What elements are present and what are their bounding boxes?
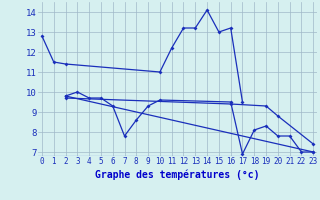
- X-axis label: Graphe des températures (°c): Graphe des températures (°c): [95, 169, 260, 180]
